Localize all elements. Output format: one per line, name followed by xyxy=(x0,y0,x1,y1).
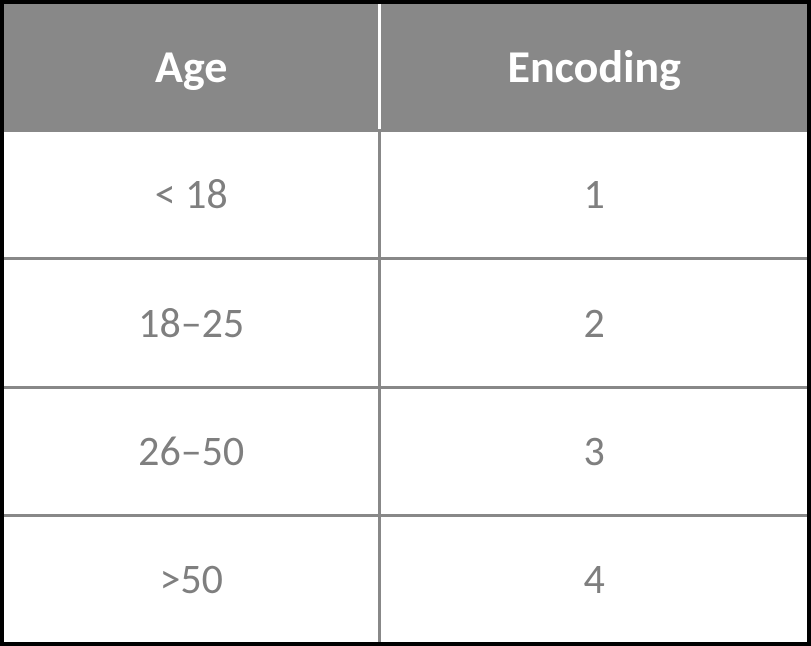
encoding-table: Age Encoding < 18 1 18–25 2 26–50 3 >50 … xyxy=(0,0,811,646)
col-header-age: Age xyxy=(4,4,381,129)
table-row: < 18 1 xyxy=(4,129,807,257)
col-header-encoding: Encoding xyxy=(381,4,807,129)
cell-encoding: 2 xyxy=(381,260,807,385)
cell-encoding: 1 xyxy=(381,132,807,257)
table-header-row: Age Encoding xyxy=(4,4,807,129)
table-row: 26–50 3 xyxy=(4,386,807,514)
table-row: 18–25 2 xyxy=(4,257,807,385)
cell-age: 26–50 xyxy=(4,389,381,514)
cell-encoding: 4 xyxy=(381,517,807,642)
cell-age: >50 xyxy=(4,517,381,642)
cell-age: 18–25 xyxy=(4,260,381,385)
cell-encoding: 3 xyxy=(381,389,807,514)
table-row: >50 4 xyxy=(4,514,807,642)
cell-age: < 18 xyxy=(4,132,381,257)
